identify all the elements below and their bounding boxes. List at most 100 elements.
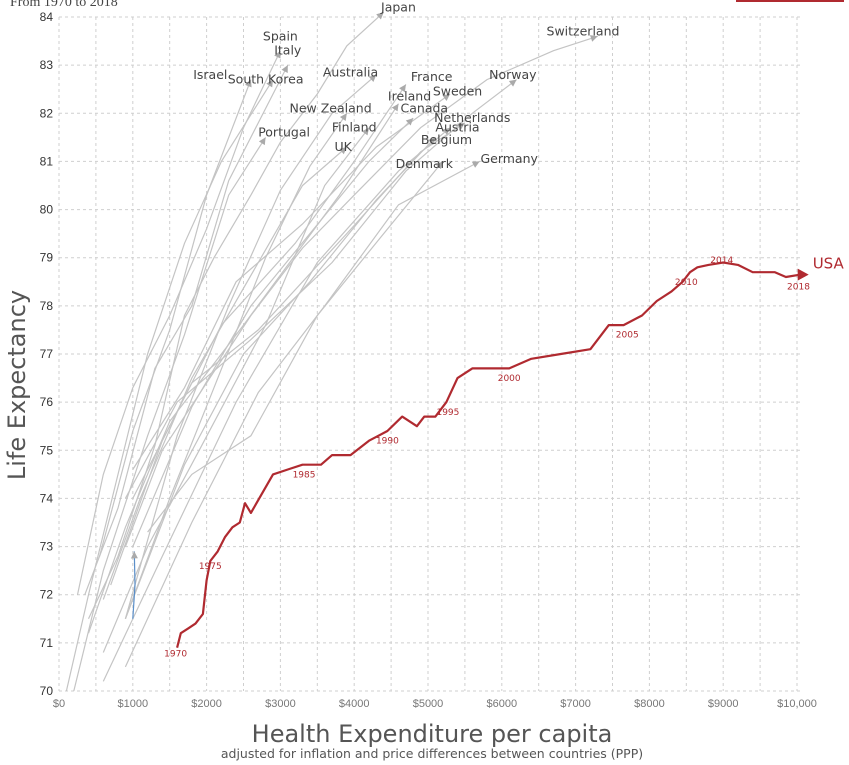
country-label: Portugal <box>258 125 310 140</box>
country-label: Netherlands <box>434 110 510 125</box>
usa-year-label: 1995 <box>436 408 459 418</box>
usa-year-label: 2000 <box>498 374 521 384</box>
country-line <box>124 136 436 620</box>
country-line <box>124 112 348 620</box>
country-arrowhead <box>590 35 598 42</box>
country-label: Belgium <box>421 132 472 147</box>
country-label: Japan <box>380 0 416 14</box>
country-line <box>76 50 281 595</box>
x-tick-label: $7000 <box>560 698 591 710</box>
country-arrowhead <box>405 118 414 126</box>
usa-year-label: 1985 <box>293 470 316 480</box>
usa-year-label: 2018 <box>787 283 810 293</box>
country-label: UK <box>334 139 352 154</box>
country-label: Israel <box>193 67 227 82</box>
usa-year-label: 1970 <box>164 649 187 659</box>
country-line <box>102 127 451 682</box>
y-tick-label: 72 <box>40 588 54 602</box>
country-line <box>65 79 274 692</box>
country-arrowhead <box>391 103 399 112</box>
y-tick-label: 75 <box>40 443 54 457</box>
country-arrowhead <box>428 137 436 145</box>
country-arrowhead <box>471 161 480 168</box>
usa-year-label: 2014 <box>710 256 733 266</box>
usa-year-label: 2010 <box>675 278 698 288</box>
y-tick-label: 79 <box>40 251 54 265</box>
country-arrowhead <box>339 147 347 155</box>
logo-fragment <box>736 0 844 2</box>
country-arrowhead <box>368 74 377 82</box>
x-tick-label: $10,000 <box>777 698 817 710</box>
country-arrowhead <box>245 79 252 88</box>
country-line <box>73 137 267 692</box>
y-tick-label: 81 <box>40 154 54 168</box>
country-line <box>132 93 451 470</box>
country-line <box>132 122 466 499</box>
country-line <box>124 160 480 668</box>
country-arrowhead <box>258 137 266 146</box>
usa-year-label: 2005 <box>616 331 639 341</box>
x-axis-subtitle: adjusted for inflation and price differe… <box>221 746 643 761</box>
country-line <box>99 79 252 557</box>
usa-line-group: USA 1970 1975 1985 1990 1995 2000 2005 2010 2014 2… <box>164 255 844 660</box>
axis-ticks: $0 $1000 $2000 $3000 $4000 $5000 $6000 $7000 $80… <box>40 10 817 710</box>
country-line <box>102 146 348 600</box>
usa-year-label: 1975 <box>199 562 222 572</box>
country-line <box>147 161 444 533</box>
country-label: Italy <box>274 43 302 58</box>
x-tick-label: $5000 <box>413 698 444 710</box>
country-label: Germany <box>480 151 538 166</box>
x-tick-label: $4000 <box>339 698 370 710</box>
country-arrowhead <box>399 84 406 93</box>
country-arrowhead <box>508 79 517 87</box>
usa-line <box>176 261 801 648</box>
country-label: Australia <box>323 64 378 79</box>
country-label: Sweden <box>433 84 482 99</box>
country-label: Switzerland <box>547 23 620 38</box>
country-label: Spain <box>263 28 298 43</box>
x-axis-title: Health Expenditure per capita <box>252 720 613 748</box>
y-axis-title: Life Expectancy <box>3 290 31 480</box>
y-tick-label: 83 <box>40 58 54 72</box>
country-arrowhead <box>266 79 273 88</box>
country-lines <box>65 11 598 692</box>
country-label: Norway <box>489 67 537 82</box>
x-tick-label: $1000 <box>118 698 149 710</box>
y-tick-label: 73 <box>40 540 54 554</box>
grid-lines <box>58 16 801 692</box>
country-arrowhead <box>130 551 138 559</box>
country-arrowhead <box>435 161 443 170</box>
y-tick-label: 78 <box>40 299 54 313</box>
usa-arrowhead <box>797 268 809 281</box>
y-tick-label: 70 <box>40 684 54 698</box>
country-arrowhead <box>339 113 347 121</box>
y-tick-label: 80 <box>40 203 54 217</box>
chart-subtitle-partial: From 1970 to 2018 <box>10 0 118 10</box>
y-tick-label: 76 <box>40 395 54 409</box>
x-tick-label: $3000 <box>265 698 296 710</box>
y-tick-label: 77 <box>40 347 54 361</box>
country-label: Canada <box>401 100 449 115</box>
country-label: Finland <box>332 120 377 135</box>
country-line <box>124 74 377 619</box>
y-tick-label: 71 <box>40 636 54 650</box>
country-label: New Zealand <box>290 100 372 115</box>
usa-label: USA <box>813 255 845 273</box>
country-arrowhead <box>376 12 384 20</box>
country-line <box>102 127 370 653</box>
country-line <box>132 117 414 547</box>
country-arrowhead <box>442 127 451 135</box>
country-arrowhead <box>281 65 288 73</box>
country-line <box>110 84 407 586</box>
x-tick-label: $0 <box>53 698 65 710</box>
country-line <box>132 551 136 619</box>
country-label: Austria <box>435 120 479 135</box>
country-label: Ireland <box>388 88 431 103</box>
usa-year-label: 1990 <box>376 437 399 447</box>
x-tick-label: $6000 <box>487 698 518 710</box>
country-label: South Korea <box>228 72 304 87</box>
y-tick-label: 74 <box>40 491 54 505</box>
y-tick-label: 82 <box>40 106 54 120</box>
